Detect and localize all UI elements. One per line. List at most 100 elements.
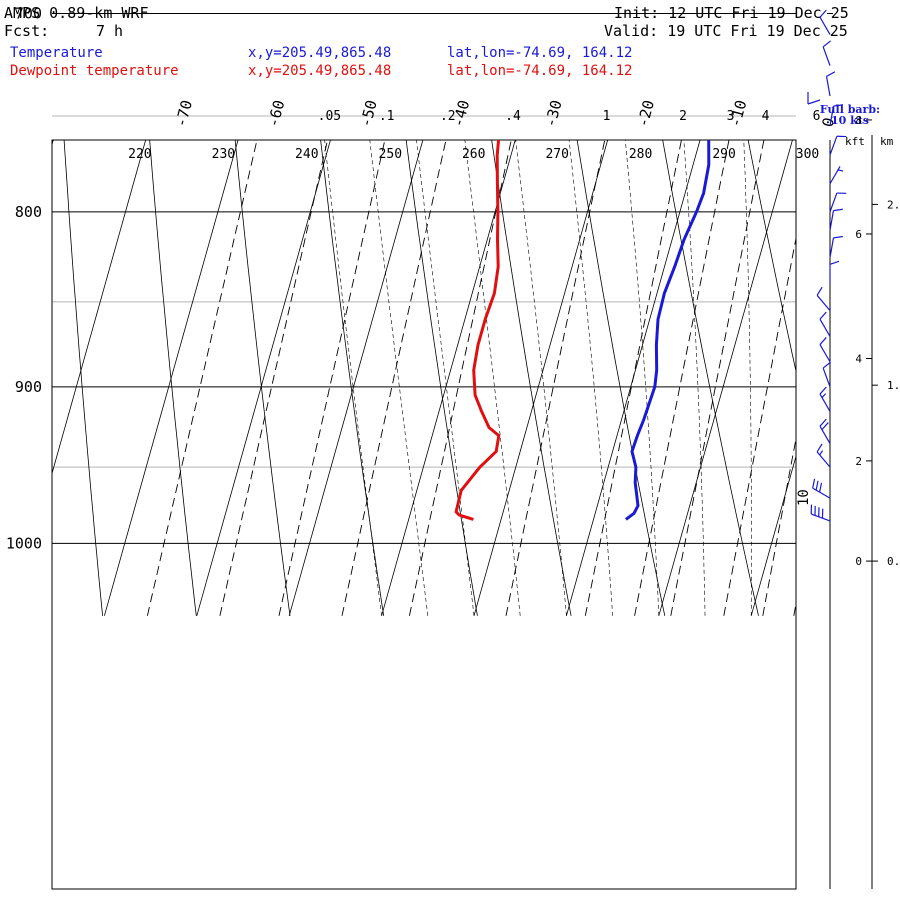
isotherm-label--20: -20: [634, 98, 658, 129]
mixing-ratio-label-.1: .1: [379, 109, 395, 124]
wind-barb-7: [819, 311, 831, 337]
wind-barb-4: [819, 386, 831, 412]
isotherm--30: [381, 140, 516, 616]
wind-barb-12: [829, 192, 847, 213]
profiles: [454, 140, 711, 521]
dry-adiabat-label-250: 250: [379, 147, 402, 162]
wind-barb-16: [825, 71, 836, 97]
wind-barb-15: [829, 104, 843, 126]
isotherm--50: [196, 140, 331, 616]
wind-barb-7-staff: [819, 318, 831, 337]
wind-barb-8-staff: [816, 294, 831, 312]
wind-barb-11: [829, 208, 843, 231]
valid-time: Valid: 19 UTC Fri 19 Dec 25: [604, 22, 848, 40]
mixing-ratio-label-2: 2: [679, 109, 687, 124]
mixing-ratio-label-.05: .05: [318, 109, 341, 124]
dry-adiabat-200: [0, 0, 9, 616]
dry-adiabat-220: [149, 140, 197, 616]
wind-barb-14: [829, 135, 847, 156]
wind-speed-label: 10: [796, 489, 812, 506]
moist-adiabat-5: [683, 140, 706, 616]
wind-barb-17-full-feather: [822, 40, 831, 48]
moist-adiabat--10: [515, 140, 567, 616]
wind-barb-3-staff: [819, 425, 831, 444]
wind-barb-6: [819, 337, 831, 363]
wind-barb-13: [829, 166, 844, 185]
wind-barb-0: [810, 504, 831, 522]
wind-barb-10-staff: [829, 237, 835, 258]
moist-adiabat-25: [890, 0, 900, 616]
kft-label-0: 0: [855, 555, 862, 568]
wind-barb-16-full-feather: [826, 71, 836, 77]
barb-key-line1: Full barb:: [819, 103, 881, 116]
dry-adiabat-290: [747, 140, 796, 374]
wind-barb-13-half-feather: [837, 169, 844, 172]
wind-barb-17-staff: [822, 46, 831, 66]
wind-barb-15-full-feather: [833, 104, 843, 107]
wind-barb-9-full-feather: [829, 260, 840, 265]
isotherm--80: [52, 140, 54, 146]
isotherm-0: [658, 140, 793, 616]
mixing-ratio-label-1: 1: [603, 109, 611, 124]
wind-barb-1-full-feather: [819, 482, 823, 493]
dry-adiabat-250: [405, 140, 478, 616]
forecast-label: Fcst:: [4, 22, 50, 40]
kft-label-2: 2: [855, 455, 862, 468]
dry-adiabat-310: [886, 0, 900, 616]
wind-barb-14-staff: [829, 136, 838, 156]
temperature-profile: [624, 140, 711, 521]
barb-key-icon: [807, 92, 821, 105]
wind-barb-2-staff: [816, 451, 831, 468]
mixing-ratio-line-0.05: [219, 140, 328, 616]
mixing-ratio-line-4: [670, 140, 765, 616]
wind-barb-18-full-feather: [819, 9, 827, 18]
wind-barb-5-full-feather: [822, 361, 831, 369]
isotherm--70: [52, 140, 147, 475]
wind-barb-1-full-feather: [812, 478, 816, 489]
moist-adiabat--30: [324, 140, 382, 616]
dry-adiabat-210: [63, 140, 103, 616]
wind-barb-8-full-feather: [816, 286, 823, 296]
moist-adiabat-20: [844, 0, 867, 616]
dry-adiabat-label-290: 290: [712, 147, 735, 162]
isotherm-label--60: -60: [264, 98, 288, 129]
moist-adiabat-15: [797, 0, 804, 616]
wind-barb-8: [816, 286, 831, 312]
dewpoint-profile: [454, 140, 501, 521]
pressure-label-800: 800: [15, 203, 42, 221]
wind-barb-9: [829, 260, 840, 285]
wind-barb-2-half-feather: [819, 450, 824, 456]
moist-adiabat--25: [369, 140, 429, 616]
wind-barb-3-full-feather: [821, 422, 829, 431]
wind-barb-4-half-feather: [821, 393, 827, 398]
isotherm--10: [566, 140, 701, 616]
isotherm--90: [0, 0, 2, 616]
moist-adiabat--5: [568, 140, 613, 616]
wind-barb-5: [822, 361, 831, 388]
dry-adiabat-280: [662, 140, 759, 616]
thermo-lines: [0, 0, 900, 616]
plot-frame: [51, 139, 797, 890]
pressure-label-1000: 1000: [6, 534, 42, 552]
height-axis: kft km 0 2 4 6 8 0. 1. 2.: [845, 114, 900, 889]
wind-barb-12-staff: [829, 192, 838, 213]
moist-adiabat--15: [464, 140, 521, 616]
wind-barb-3: [819, 418, 831, 444]
barb-key-feather: [807, 99, 821, 105]
isotherm-label--50: -50: [356, 98, 380, 129]
moist-adiabat-0: [624, 140, 660, 616]
dry-adiabat-230: [234, 140, 291, 616]
pressure-label-700: 700: [15, 4, 42, 22]
mixing-ratio-label-3: 3: [727, 109, 735, 124]
wind-barb-1: [812, 478, 831, 499]
wind-barb-10: [829, 235, 843, 258]
mixing-ratio-label-.4: .4: [505, 109, 521, 124]
wind-barb-16-staff: [825, 76, 831, 97]
mixing-ratio-label-6: 6: [813, 109, 821, 124]
mixing-ratio-line-0.02: [146, 140, 258, 616]
kft-label-6: 6: [855, 228, 862, 241]
mixing-ratio-line-0.2: [341, 140, 447, 616]
wind-barb-13-staff: [829, 166, 841, 185]
